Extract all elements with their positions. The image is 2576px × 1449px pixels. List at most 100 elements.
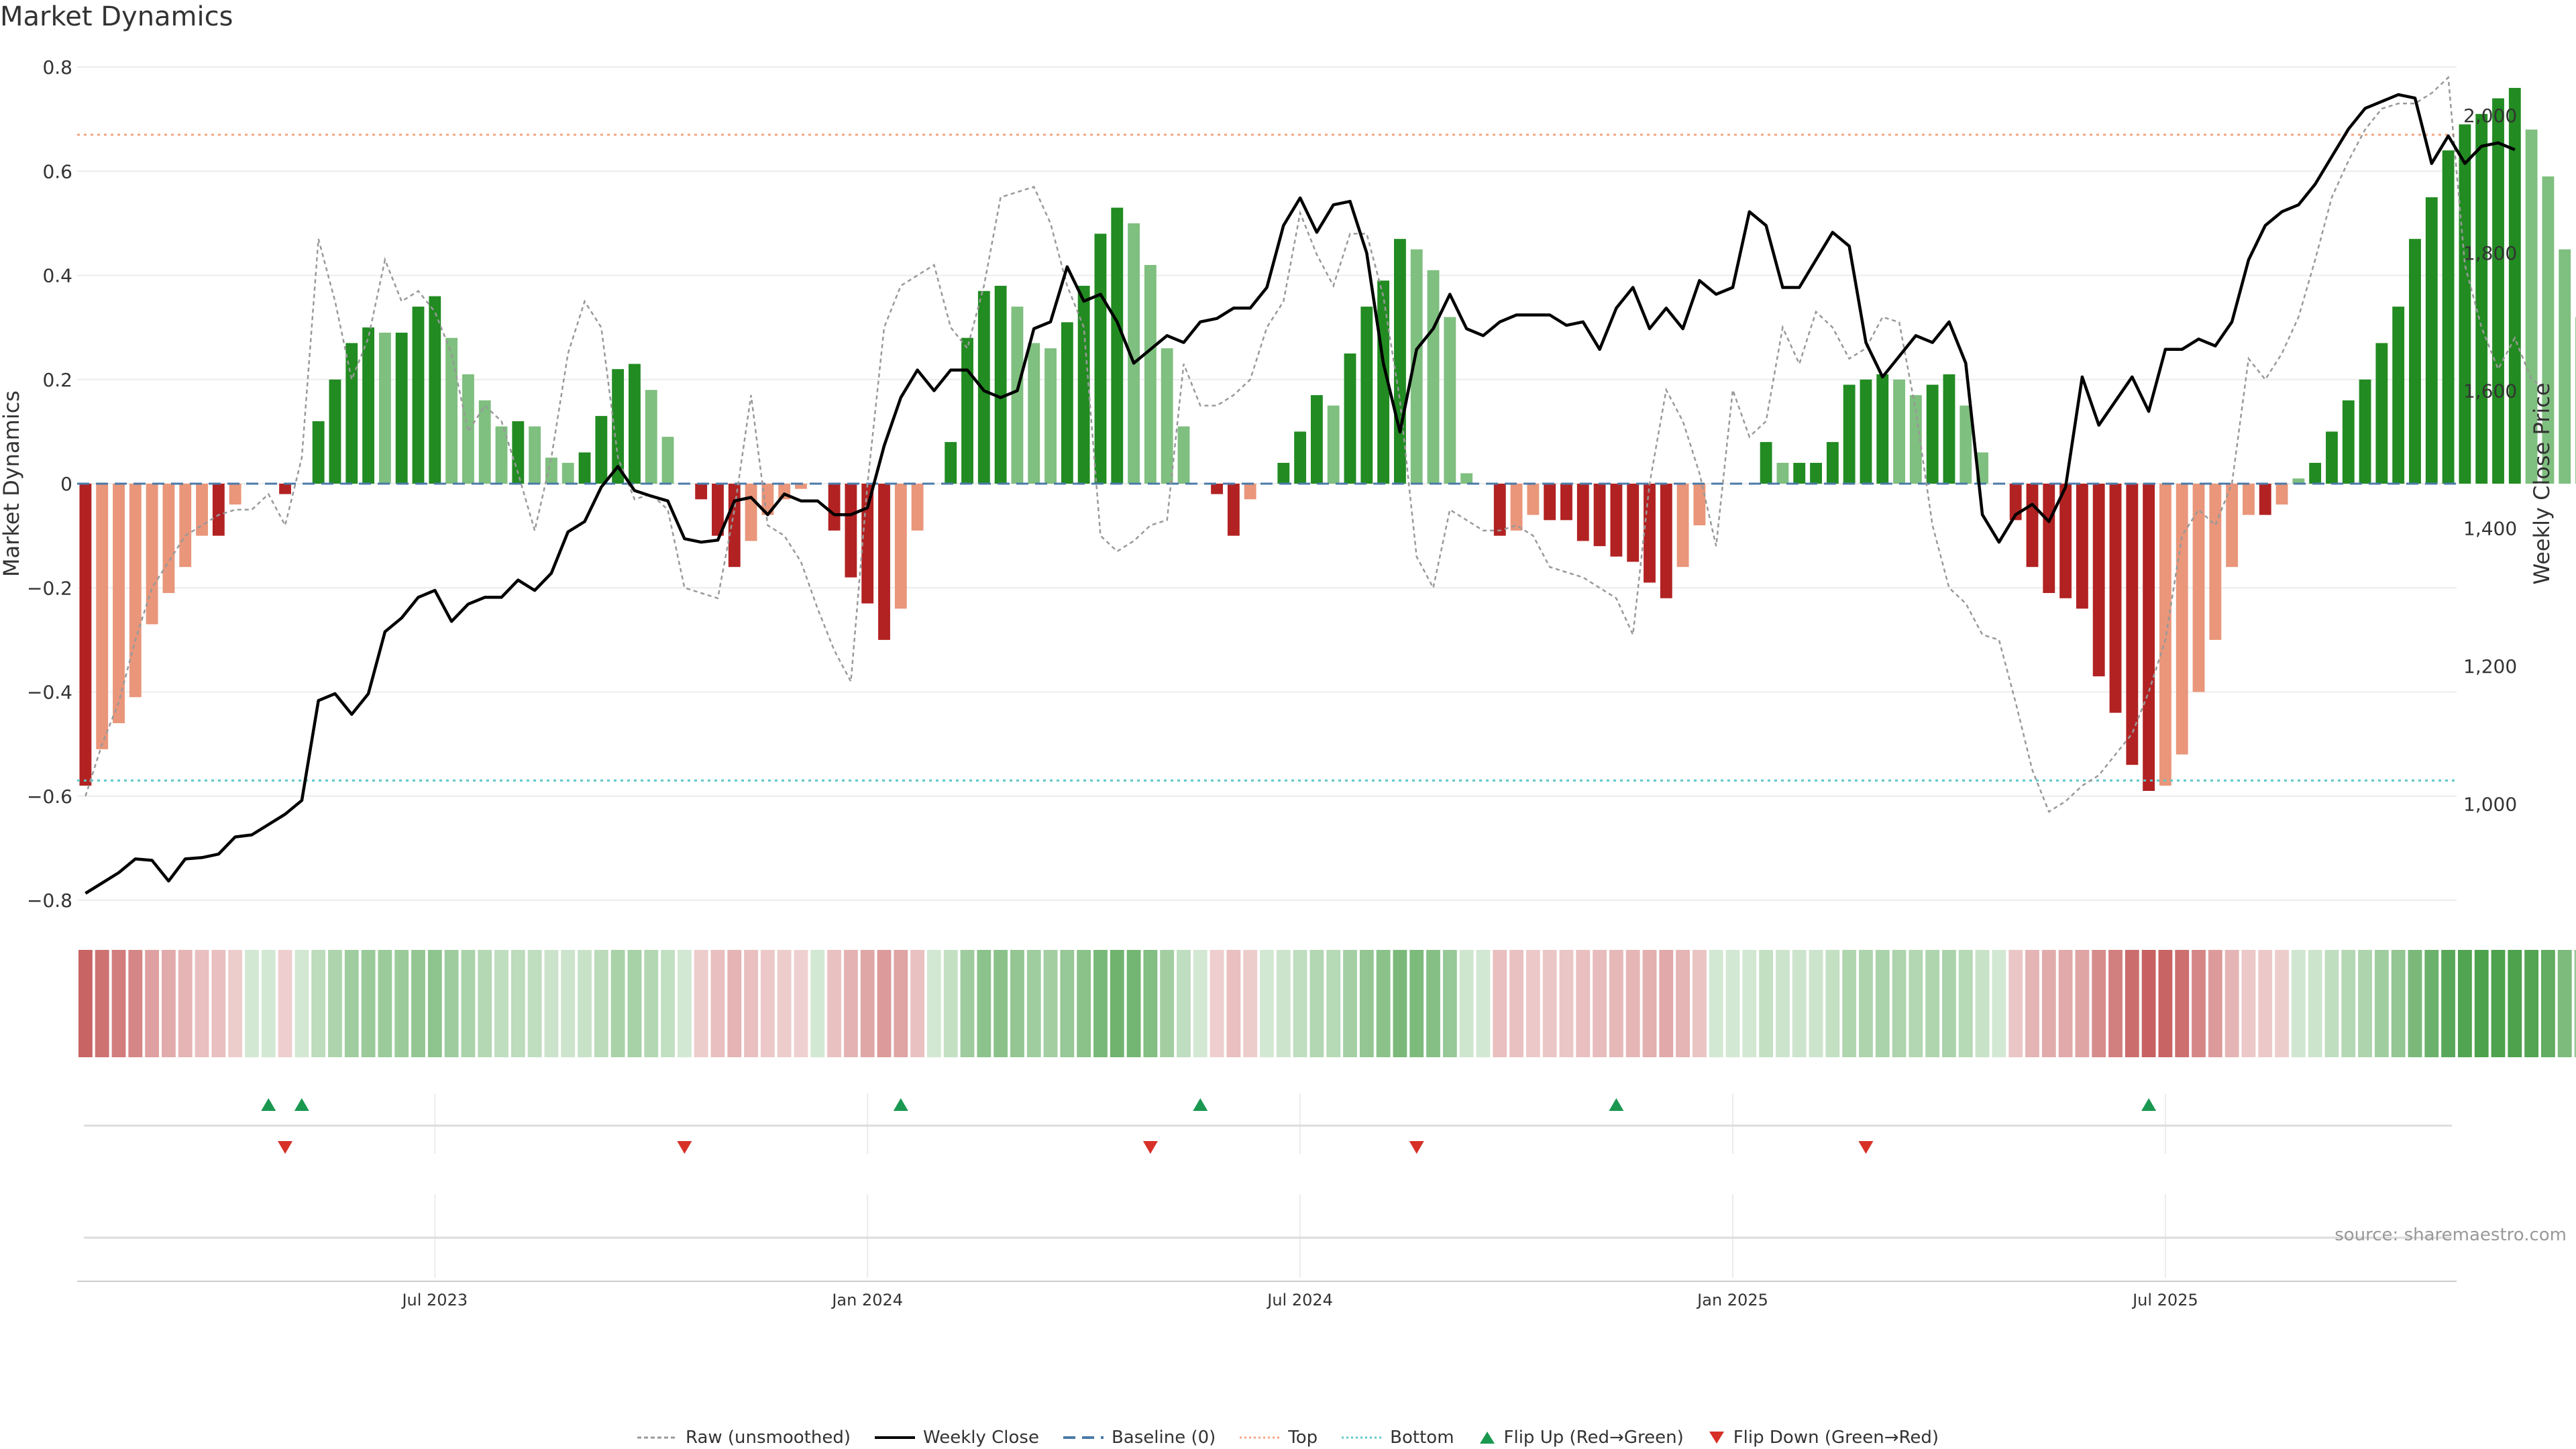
- heat-cell: [2108, 950, 2123, 1057]
- legend-item-baseline: Baseline (0): [1063, 1428, 1216, 1448]
- heat-cell: [2491, 950, 2506, 1057]
- triangle-up-icon: [1479, 1432, 1495, 1444]
- legend-item-top: Top: [1240, 1428, 1318, 1448]
- y-left-tick-label: 0.8: [42, 56, 72, 78]
- momentum-bar: [2375, 343, 2388, 484]
- heat-cell: [411, 950, 425, 1057]
- y-left-tick-label: −0.4: [27, 682, 72, 704]
- heat-cell: [843, 950, 858, 1057]
- momentum-bar: [2542, 176, 2555, 484]
- momentum-bar: [2326, 431, 2338, 484]
- heat-cell: [2224, 950, 2239, 1057]
- heat-cell: [444, 950, 459, 1057]
- heat-cell: [1343, 950, 1357, 1057]
- momentum-bar: [612, 369, 625, 484]
- heat-cell: [1992, 950, 2006, 1057]
- heat-cell: [1958, 950, 1973, 1057]
- heat-cell: [1593, 950, 1607, 1057]
- momentum-bar: [2508, 88, 2521, 484]
- heat-cell: [1409, 950, 1424, 1057]
- heat-cell: [2008, 950, 2023, 1057]
- heat-cell: [1226, 950, 1241, 1057]
- momentum-bar: [495, 426, 508, 484]
- heat-cell: [1143, 950, 1158, 1057]
- momentum-bar: [1960, 405, 1972, 484]
- momentum-bar: [795, 484, 807, 489]
- heat-cell: [245, 950, 259, 1057]
- heat-cell: [794, 950, 808, 1057]
- momentum-bar: [1044, 348, 1057, 484]
- heat-cell: [2441, 950, 2456, 1057]
- heat-cell: [2291, 950, 2306, 1057]
- heat-cell: [1093, 950, 1108, 1057]
- momentum-bar: [1061, 322, 1073, 484]
- momentum-bar: [395, 332, 408, 484]
- momentum-bar: [2475, 113, 2488, 484]
- heat-cell: [2524, 950, 2539, 1057]
- heat-cell: [860, 950, 875, 1057]
- momentum-bars: [79, 88, 2576, 791]
- heat-cell: [1625, 950, 1640, 1057]
- y-left-tick-label: 0.6: [42, 160, 72, 182]
- legend-close-line-icon: [875, 1436, 916, 1439]
- heat-cell: [894, 950, 908, 1057]
- y-left-tick-label: −0.2: [27, 577, 72, 599]
- momentum-bar: [2425, 197, 2438, 484]
- heat-cell: [661, 950, 675, 1057]
- momentum-bar: [1011, 307, 1024, 484]
- heat-cell: [511, 950, 525, 1057]
- legend-raw-line-icon: [637, 1436, 678, 1439]
- momentum-bar: [1610, 484, 1623, 557]
- momentum-bar: [1277, 462, 1290, 484]
- momentum-bar: [2243, 484, 2255, 515]
- momentum-bar: [561, 462, 574, 484]
- momentum-bar: [1560, 484, 1572, 521]
- y-right-tick-label: 1,000: [2463, 793, 2517, 815]
- heat-cell: [1859, 950, 1873, 1057]
- momentum-bar: [345, 343, 358, 484]
- heat-cell: [2241, 950, 2256, 1057]
- heat-cell: [294, 950, 309, 1057]
- legend-label-flip-down: Flip Down (Green→Red): [1733, 1428, 1939, 1448]
- momentum-bar: [229, 484, 241, 505]
- heat-cell: [544, 950, 559, 1057]
- flip-up-marker: [893, 1098, 908, 1111]
- momentum-bar: [1660, 484, 1672, 598]
- momentum-bar: [1211, 484, 1224, 494]
- momentum-bar: [1676, 484, 1689, 568]
- momentum-bar: [1510, 484, 1523, 531]
- momentum-bar: [1926, 384, 1939, 484]
- momentum-bar: [1377, 280, 1390, 484]
- heat-cell: [1426, 950, 1440, 1057]
- heat-cell: [610, 950, 625, 1057]
- heat-cell: [1709, 950, 1723, 1057]
- heat-cell: [2275, 950, 2289, 1057]
- momentum-bar: [329, 379, 341, 484]
- momentum-bar: [378, 332, 391, 484]
- y-right-tick-label: 1,400: [2463, 518, 2517, 540]
- momentum-bar: [1128, 223, 1140, 484]
- heat-cell: [1742, 950, 1757, 1057]
- heat-cell: [1393, 950, 1407, 1057]
- momentum-bar: [2176, 484, 2188, 755]
- momentum-bar: [2492, 98, 2504, 484]
- momentum-bar: [2092, 484, 2105, 677]
- heat-cell: [2341, 950, 2356, 1057]
- momentum-bar: [1344, 353, 1356, 484]
- momentum-bar: [2559, 249, 2571, 484]
- heat-cell: [694, 950, 708, 1057]
- momentum-bar: [2459, 124, 2471, 484]
- momentum-bar: [2392, 307, 2405, 484]
- momentum-bar: [2309, 462, 2322, 484]
- heat-cell: [2541, 950, 2555, 1057]
- x-tick-label: Jul 2024: [1266, 1291, 1333, 1309]
- heat-cell: [1875, 950, 1890, 1057]
- heat-cell: [461, 950, 476, 1057]
- momentum-bar: [745, 484, 757, 541]
- heat-cell: [1676, 950, 1690, 1057]
- momentum-bar: [96, 484, 109, 749]
- heat-cell: [1309, 950, 1324, 1057]
- momentum-bar: [2275, 484, 2288, 505]
- momentum-bar: [1244, 484, 1256, 500]
- heat-cell: [2058, 950, 2073, 1057]
